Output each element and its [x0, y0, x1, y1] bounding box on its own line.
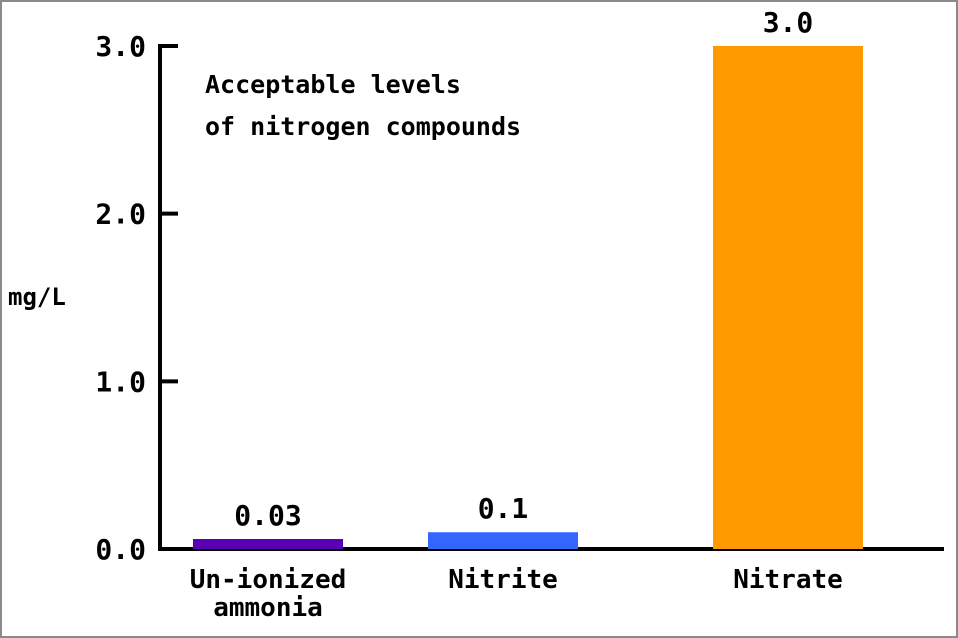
- title-line-2: of nitrogen compounds: [205, 112, 521, 141]
- y-tick-label: 1.0: [95, 365, 146, 398]
- bar-value-label: 0.03: [234, 499, 301, 532]
- y-axis-ticks: 0.0 1.0 2.0 3.0: [95, 30, 178, 566]
- bar: [428, 532, 578, 549]
- bar-value-label: 0.1: [478, 492, 529, 525]
- bars: [193, 46, 863, 549]
- y-tick-label: 2.0: [95, 198, 146, 231]
- x-category-label: Un-ionized: [190, 565, 347, 595]
- y-axis-label: mg/L: [8, 283, 66, 311]
- x-category-label: ammonia: [213, 593, 323, 623]
- x-category-label: Nitrite: [448, 565, 558, 595]
- y-tick-label: 3.0: [95, 30, 146, 63]
- bar: [193, 539, 343, 549]
- bar-value-label: 3.0: [763, 6, 814, 39]
- data-labels: 0.03 0.1 3.0: [234, 6, 813, 532]
- x-category-label: Nitrate: [733, 565, 843, 595]
- title-line-1: Acceptable levels: [205, 70, 461, 99]
- chart-title: Acceptable levels of nitrogen compounds: [205, 70, 521, 141]
- bar: [713, 46, 863, 549]
- y-tick-label: 0.0: [95, 533, 146, 566]
